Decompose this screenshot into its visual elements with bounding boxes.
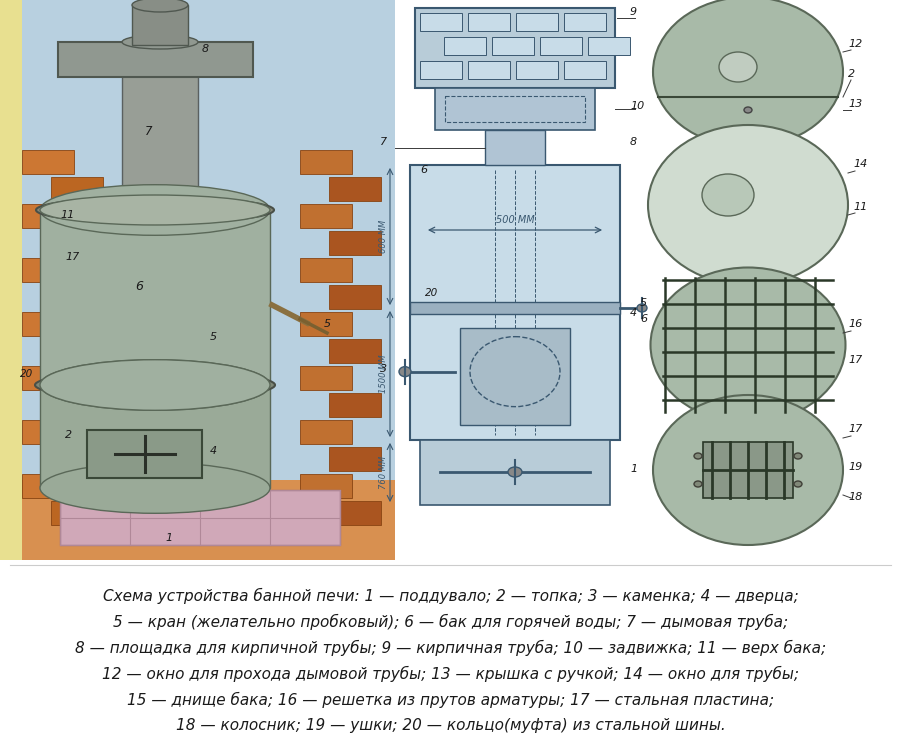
Ellipse shape bbox=[36, 197, 274, 223]
FancyBboxPatch shape bbox=[51, 339, 103, 363]
FancyBboxPatch shape bbox=[300, 366, 352, 390]
FancyBboxPatch shape bbox=[703, 442, 793, 498]
FancyBboxPatch shape bbox=[22, 474, 74, 498]
FancyBboxPatch shape bbox=[300, 258, 352, 282]
FancyBboxPatch shape bbox=[516, 13, 558, 31]
Text: 3: 3 bbox=[380, 364, 387, 374]
FancyBboxPatch shape bbox=[329, 231, 381, 255]
Text: 6: 6 bbox=[420, 165, 427, 175]
Ellipse shape bbox=[122, 52, 198, 68]
Text: 11: 11 bbox=[60, 210, 74, 220]
Text: 6: 6 bbox=[135, 280, 143, 293]
FancyBboxPatch shape bbox=[300, 312, 352, 336]
Text: 760 ММ: 760 ММ bbox=[379, 456, 388, 489]
Ellipse shape bbox=[794, 453, 802, 459]
FancyBboxPatch shape bbox=[468, 61, 510, 79]
FancyBboxPatch shape bbox=[588, 37, 630, 55]
FancyBboxPatch shape bbox=[395, 0, 635, 560]
FancyBboxPatch shape bbox=[300, 204, 352, 228]
Ellipse shape bbox=[702, 174, 754, 216]
FancyBboxPatch shape bbox=[468, 13, 510, 31]
FancyBboxPatch shape bbox=[492, 37, 534, 55]
Text: 14: 14 bbox=[853, 159, 868, 169]
Text: 13: 13 bbox=[848, 99, 862, 109]
Ellipse shape bbox=[637, 304, 647, 312]
FancyBboxPatch shape bbox=[300, 420, 352, 444]
Text: 7: 7 bbox=[145, 125, 152, 138]
FancyBboxPatch shape bbox=[300, 474, 352, 498]
FancyBboxPatch shape bbox=[410, 165, 620, 440]
Ellipse shape bbox=[651, 268, 845, 423]
Text: 10: 10 bbox=[630, 101, 644, 111]
Text: 2: 2 bbox=[848, 69, 855, 79]
Text: 5: 5 bbox=[210, 332, 217, 342]
FancyBboxPatch shape bbox=[60, 490, 340, 545]
Ellipse shape bbox=[40, 195, 270, 225]
Text: 12: 12 bbox=[848, 39, 862, 49]
FancyBboxPatch shape bbox=[22, 312, 74, 336]
FancyBboxPatch shape bbox=[51, 231, 103, 255]
Ellipse shape bbox=[40, 462, 270, 514]
Ellipse shape bbox=[40, 359, 270, 411]
FancyBboxPatch shape bbox=[329, 177, 381, 201]
Ellipse shape bbox=[794, 481, 802, 487]
FancyBboxPatch shape bbox=[516, 61, 558, 79]
FancyBboxPatch shape bbox=[564, 61, 606, 79]
Text: 8 — площадка для кирпичной трубы; 9 — кирпичная труба; 10 — задвижка; 11 — верх : 8 — площадка для кирпичной трубы; 9 — ки… bbox=[75, 640, 826, 656]
FancyBboxPatch shape bbox=[22, 366, 74, 390]
FancyBboxPatch shape bbox=[415, 8, 615, 88]
Text: 500 ММ: 500 ММ bbox=[496, 215, 534, 225]
Text: 17: 17 bbox=[848, 355, 862, 365]
Ellipse shape bbox=[132, 0, 188, 12]
Text: 12 — окно для прохода дымовой трубы; 13 — крышка с ручкой; 14 — окно для трубы;: 12 — окно для прохода дымовой трубы; 13 … bbox=[102, 666, 799, 682]
Text: 6: 6 bbox=[640, 314, 647, 324]
FancyBboxPatch shape bbox=[420, 13, 462, 31]
FancyBboxPatch shape bbox=[460, 328, 570, 425]
Text: 18: 18 bbox=[848, 492, 862, 502]
Ellipse shape bbox=[719, 52, 757, 82]
Text: 19: 19 bbox=[848, 462, 862, 472]
FancyBboxPatch shape bbox=[51, 177, 103, 201]
FancyBboxPatch shape bbox=[329, 447, 381, 471]
FancyBboxPatch shape bbox=[51, 447, 103, 471]
Text: 17: 17 bbox=[848, 424, 862, 434]
FancyBboxPatch shape bbox=[40, 210, 270, 385]
FancyBboxPatch shape bbox=[0, 0, 22, 560]
FancyBboxPatch shape bbox=[58, 42, 253, 77]
FancyBboxPatch shape bbox=[22, 150, 74, 174]
FancyBboxPatch shape bbox=[410, 302, 620, 314]
FancyBboxPatch shape bbox=[87, 430, 202, 478]
Text: 16: 16 bbox=[848, 319, 862, 329]
FancyBboxPatch shape bbox=[564, 13, 606, 31]
FancyBboxPatch shape bbox=[0, 0, 395, 560]
Ellipse shape bbox=[508, 467, 522, 477]
Text: 11: 11 bbox=[853, 202, 868, 212]
Text: 7: 7 bbox=[380, 137, 387, 147]
Ellipse shape bbox=[653, 0, 843, 147]
Ellipse shape bbox=[40, 359, 270, 411]
Text: 1500 ММ: 1500 ММ bbox=[379, 355, 388, 393]
Ellipse shape bbox=[35, 371, 275, 399]
Text: 20: 20 bbox=[20, 369, 33, 379]
Ellipse shape bbox=[40, 185, 270, 235]
FancyBboxPatch shape bbox=[22, 204, 74, 228]
FancyBboxPatch shape bbox=[329, 339, 381, 363]
FancyBboxPatch shape bbox=[444, 37, 486, 55]
FancyBboxPatch shape bbox=[329, 393, 381, 417]
FancyBboxPatch shape bbox=[435, 88, 595, 130]
Text: 4: 4 bbox=[630, 308, 637, 318]
Ellipse shape bbox=[122, 202, 198, 218]
Text: 17: 17 bbox=[65, 252, 79, 262]
Text: 1: 1 bbox=[165, 533, 172, 543]
FancyBboxPatch shape bbox=[40, 385, 270, 488]
Text: 9: 9 bbox=[630, 7, 637, 17]
FancyBboxPatch shape bbox=[420, 61, 462, 79]
FancyBboxPatch shape bbox=[132, 5, 188, 45]
FancyBboxPatch shape bbox=[635, 0, 901, 560]
Text: 600 ММ: 600 ММ bbox=[379, 220, 388, 253]
FancyBboxPatch shape bbox=[22, 258, 74, 282]
Text: 1: 1 bbox=[630, 464, 637, 474]
FancyBboxPatch shape bbox=[51, 501, 103, 525]
Text: Схема устройства банной печи: 1 — поддувало; 2 — топка; 3 — каменка; 4 — дверца;: Схема устройства банной печи: 1 — поддув… bbox=[103, 588, 798, 604]
